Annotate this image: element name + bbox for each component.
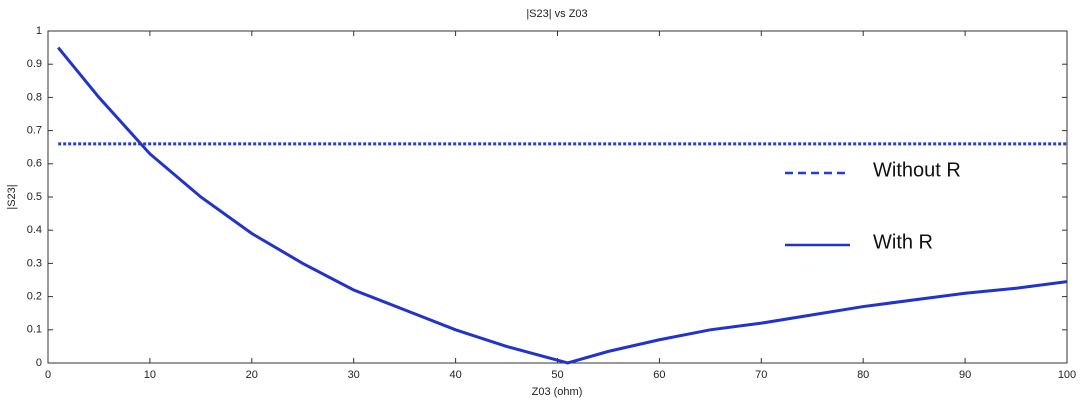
x-axis-label: Z03 (ohm) — [532, 386, 583, 398]
x-tick-label: 0 — [45, 369, 51, 381]
legend-label: Without R — [873, 159, 961, 181]
y-tick-label: 0.1 — [27, 324, 42, 336]
chart-title: |S23| vs Z03 — [526, 8, 587, 20]
legend-label: With R — [873, 231, 933, 253]
y-tick-label: 0.3 — [27, 257, 42, 269]
y-tick-label: 0.5 — [27, 191, 42, 203]
y-axis-label: |S23| — [6, 184, 18, 209]
x-tick-label: 100 — [1058, 369, 1076, 381]
y-tick-label: 1 — [36, 25, 42, 37]
y-tick-label: 0.9 — [27, 58, 42, 70]
y-tick-label: 0.8 — [27, 91, 42, 103]
y-tick-label: 0.4 — [27, 224, 42, 236]
x-tick-label: 10 — [144, 369, 156, 381]
y-tick-label: 0.7 — [27, 125, 42, 137]
data-line — [58, 48, 1067, 363]
x-tick-label: 40 — [449, 369, 461, 381]
x-tick-label: 90 — [959, 369, 971, 381]
x-tick-label: 20 — [246, 369, 258, 381]
x-tick-label: 60 — [653, 369, 665, 381]
y-tick-label: 0.2 — [27, 291, 42, 303]
x-tick-label: 70 — [755, 369, 767, 381]
y-tick-label: 0 — [36, 357, 42, 369]
x-tick-label: 80 — [857, 369, 869, 381]
x-tick-label: 50 — [551, 369, 563, 381]
chart: |S23| vs Z03 Z03 (ohm) |S23| 01020304050… — [0, 0, 1083, 401]
y-tick-label: 0.6 — [27, 158, 42, 170]
x-tick-label: 30 — [348, 369, 360, 381]
